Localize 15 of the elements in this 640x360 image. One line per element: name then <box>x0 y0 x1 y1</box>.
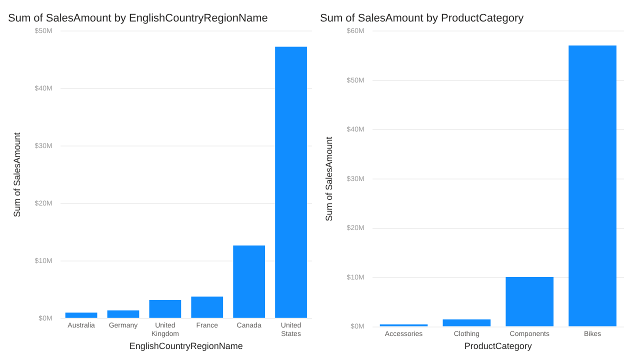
y-axis-title: Sum of SalesAmount <box>324 136 334 222</box>
chart-title: Sum of SalesAmount by EnglishCountryRegionName <box>8 12 268 25</box>
x-axis-title: EnglishCountryRegionName <box>129 341 243 352</box>
bar <box>149 300 182 318</box>
bar <box>568 45 616 326</box>
bar <box>506 277 554 326</box>
bar <box>233 245 266 318</box>
bar <box>275 46 307 318</box>
bar <box>65 312 98 318</box>
y-axis-title: Sum of SalesAmount <box>12 132 22 218</box>
chart-title: Sum of SalesAmount by ProductCategory <box>320 12 524 25</box>
x-axis-title: ProductCategory <box>464 341 532 352</box>
bar <box>107 310 140 318</box>
bar <box>442 319 491 326</box>
bar <box>191 296 224 318</box>
